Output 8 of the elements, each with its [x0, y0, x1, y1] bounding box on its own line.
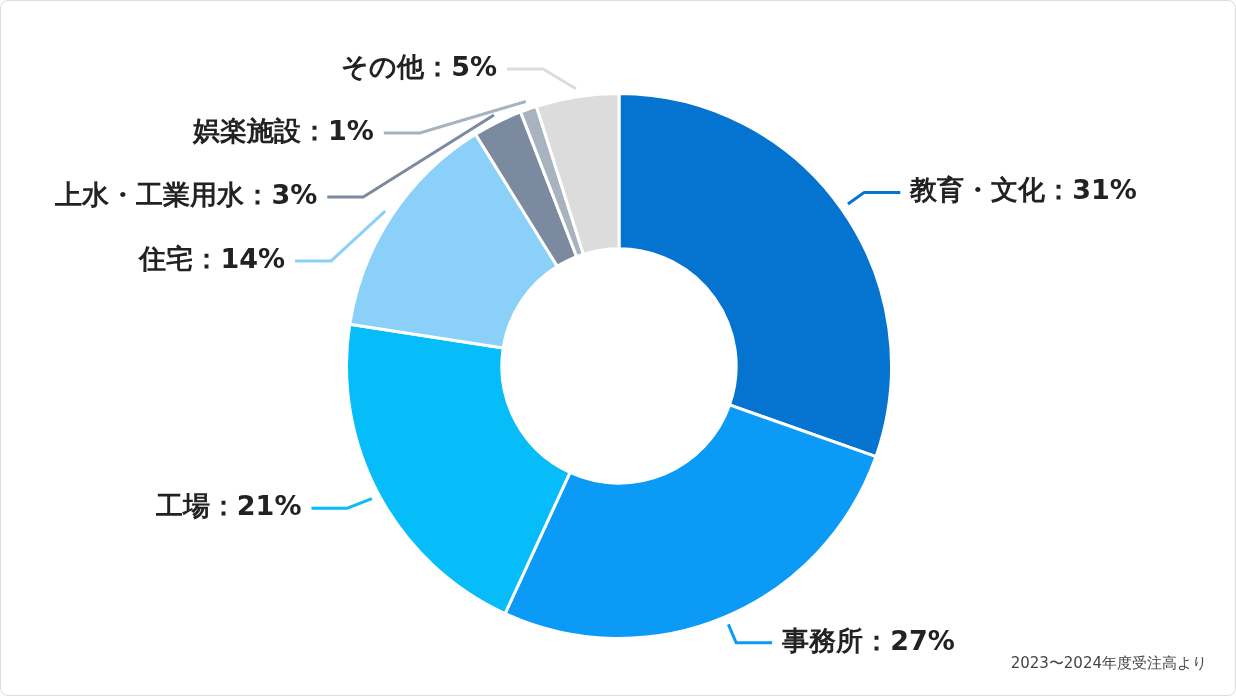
text: 2023〜2024年度受注高より: [1010, 654, 1207, 673]
slice-label: 上水・工業用水：3%: [54, 179, 318, 211]
slice-label: 教育・文化：31%: [909, 174, 1137, 206]
slice-label: その他：5%: [341, 51, 498, 83]
slice-label: 事務所：27%: [781, 624, 955, 656]
slice-label: 工場：21%: [154, 490, 302, 522]
slice-label: 娯楽施設：1%: [191, 115, 374, 147]
slice-label: 住宅：14%: [138, 243, 286, 275]
